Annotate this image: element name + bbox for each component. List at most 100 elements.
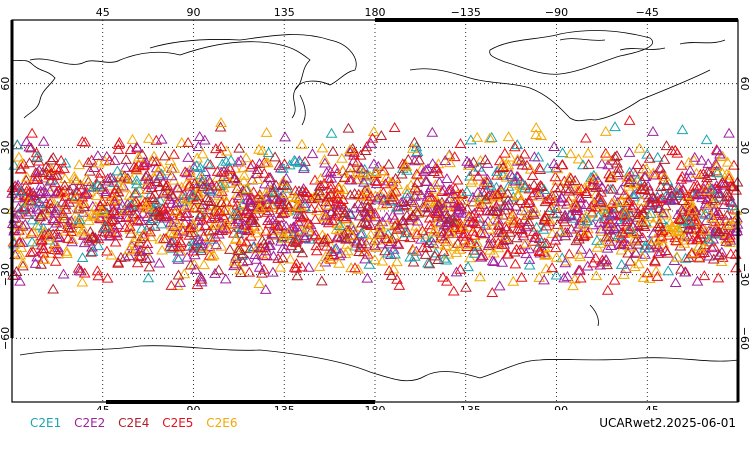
bottom-lon-ticks: 45 90 135 180 −135 −90 −45 — [96, 404, 659, 410]
marker-c2e2 — [443, 184, 456, 195]
marker-c2e2 — [452, 203, 465, 214]
right-tick-label-0: 60 — [738, 77, 750, 91]
marker-c2e4 — [510, 232, 523, 243]
marker-c2e5 — [322, 173, 335, 184]
marker-c2e2 — [395, 197, 408, 208]
marker-c2e6 — [352, 263, 365, 274]
coastline-north-america — [409, 68, 711, 122]
coastline-eurasia-north — [149, 34, 357, 91]
marker-c2e5 — [558, 216, 571, 227]
marker-c2e6 — [385, 190, 398, 201]
marker-c2e4 — [632, 238, 645, 249]
marker-c2e6 — [195, 172, 208, 183]
marker-c2e6 — [136, 194, 149, 205]
marker-c2e2 — [109, 227, 122, 238]
marker-c2e5 — [24, 186, 36, 197]
marker-c2e2 — [44, 175, 57, 186]
marker-c2e4 — [590, 181, 603, 192]
marker-c2e4 — [65, 222, 78, 233]
marker-c2e6 — [715, 255, 728, 266]
marker-c2e5 — [491, 169, 503, 180]
marker-c2e2 — [368, 158, 380, 169]
marker-c2e2 — [575, 243, 588, 254]
marker-c2e2 — [725, 196, 738, 207]
marker-c2e4 — [653, 162, 666, 173]
marker-c2e6 — [428, 226, 440, 237]
marker-c2e5 — [371, 175, 383, 186]
marker-c2e4 — [460, 281, 472, 292]
marker-c2e5 — [454, 138, 467, 149]
marker-c2e2 — [705, 242, 718, 253]
marker-c2e5 — [299, 186, 312, 197]
marker-c2e4 — [689, 205, 702, 216]
marker-c2e4 — [356, 217, 368, 228]
marker-c2e5 — [696, 223, 709, 234]
marker-c2e1 — [269, 186, 281, 197]
marker-c2e2 — [719, 179, 732, 190]
marker-c2e4 — [722, 220, 735, 231]
marker-c2e6 — [175, 137, 188, 148]
marker-c2e1 — [99, 221, 112, 232]
marker-c2e5 — [534, 180, 547, 190]
marker-c2e2 — [523, 253, 536, 264]
marker-c2e5 — [181, 207, 194, 218]
marker-c2e5 — [623, 194, 635, 205]
marker-c2e6 — [260, 126, 273, 137]
marker-c2e2 — [559, 257, 572, 268]
marker-c2e5 — [448, 151, 461, 162]
marker-c2e4 — [338, 207, 351, 218]
marker-c2e2 — [601, 220, 614, 231]
marker-c2e4 — [611, 150, 623, 161]
marker-c2e4 — [479, 154, 492, 165]
marker-c2e2 — [680, 172, 693, 183]
marker-c2e6 — [238, 242, 251, 253]
marker-c2e6 — [530, 122, 543, 133]
right-tick-label-4: −60 — [738, 327, 750, 350]
coastline-arctic-islands — [559, 38, 726, 51]
marker-c2e4 — [338, 228, 351, 239]
marker-c2e6 — [280, 187, 293, 198]
marker-c2e6 — [450, 246, 463, 257]
marker-c2e6 — [658, 170, 671, 181]
marker-c2e6 — [474, 271, 486, 282]
marker-c2e5 — [322, 217, 335, 228]
marker-c2e4 — [572, 230, 585, 241]
marker-c2e4 — [413, 154, 425, 165]
marker-c2e4 — [153, 181, 166, 192]
marker-c2e4 — [342, 122, 355, 133]
left-tick-label-0: 60 — [0, 77, 12, 91]
marker-c2e5 — [548, 195, 561, 206]
marker-c2e2 — [53, 232, 66, 243]
marker-c2e2 — [299, 192, 312, 203]
marker-c2e1 — [591, 234, 603, 245]
marker-c2e6 — [57, 188, 70, 199]
marker-c2e4 — [638, 180, 651, 191]
marker-c2e2 — [581, 260, 594, 271]
marker-c2e6 — [266, 225, 279, 236]
marker-c2e6 — [382, 233, 394, 244]
marker-c2e4 — [281, 228, 294, 239]
marker-c2e2 — [233, 190, 246, 201]
marker-c2e2 — [691, 275, 704, 286]
marker-c2e5 — [635, 183, 647, 194]
marker-c2e4 — [496, 226, 508, 237]
marker-c2e6 — [471, 131, 484, 142]
marker-c2e6 — [487, 215, 499, 226]
marker-c2e6 — [207, 249, 220, 260]
marker-c2e1 — [639, 239, 652, 250]
marker-c2e6 — [545, 189, 558, 200]
legend-item-c2e6: C2E6 — [206, 416, 238, 430]
marker-c2e2 — [354, 228, 367, 239]
marker-c2e6 — [647, 217, 660, 228]
marker-c2e5 — [526, 169, 539, 180]
marker-c2e5 — [324, 179, 337, 190]
marker-c2e6 — [460, 239, 473, 250]
marker-c2e5 — [272, 252, 285, 263]
marker-c2e2 — [139, 170, 152, 181]
marker-c2e2 — [287, 221, 300, 232]
marker-c2e2 — [502, 199, 515, 210]
marker-c2e1 — [609, 121, 621, 132]
marker-c2e5 — [48, 244, 61, 255]
marker-c2e4 — [87, 230, 99, 241]
marker-c2e6 — [478, 194, 491, 205]
